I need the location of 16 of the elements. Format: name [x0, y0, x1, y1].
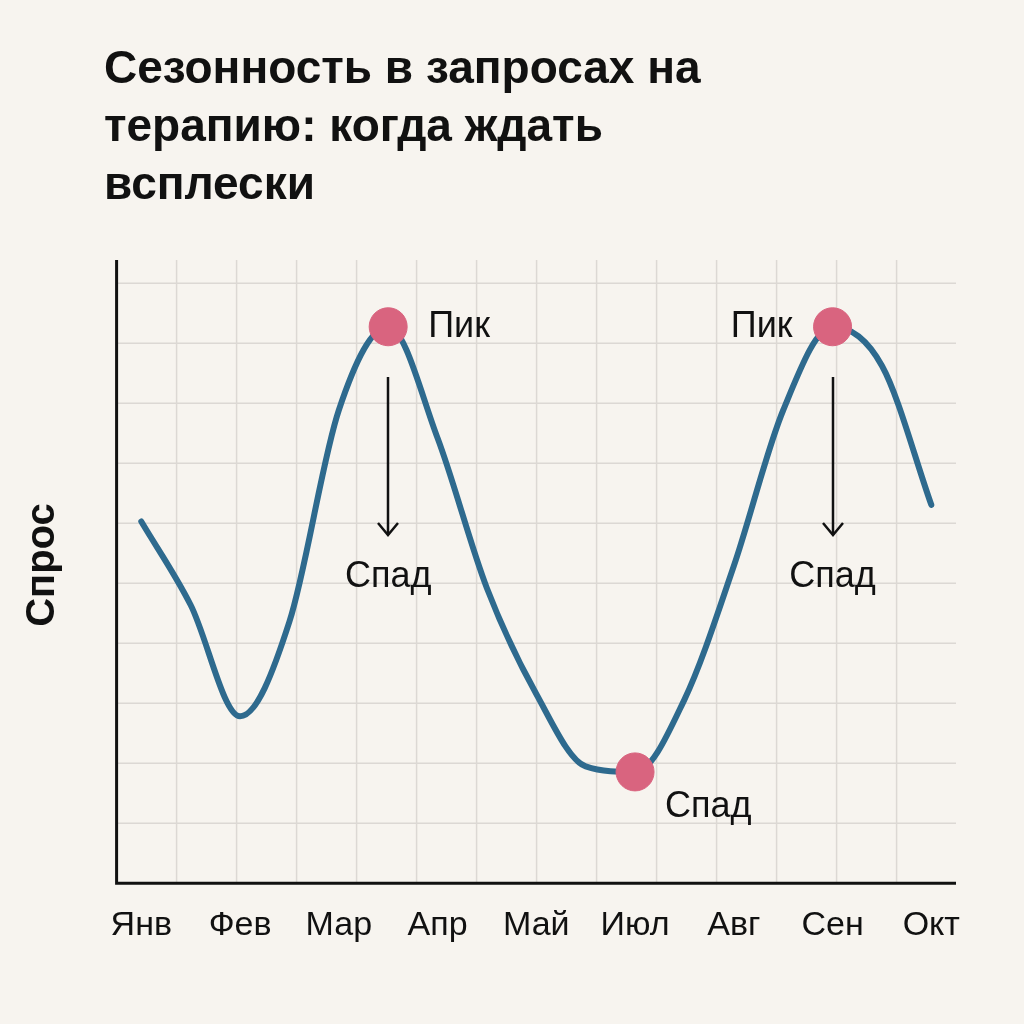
annotation: Пик — [730, 303, 793, 345]
annotation: Спад — [789, 553, 876, 595]
annotation: Спад — [665, 783, 752, 825]
x-tick-label: Май — [502, 903, 570, 942]
x-tick-label: Сен — [801, 903, 864, 942]
x-tick-label: Авг — [707, 903, 761, 942]
annotation: Пик — [428, 303, 491, 345]
x-tick-label: Янв — [110, 903, 172, 942]
x-tick-label: Апр — [407, 903, 468, 942]
x-tick-label: Фев — [208, 903, 272, 942]
chart-title: Сезонность в запросах на терапию: когда ждать всплески — [104, 40, 702, 211]
y-axis-title: Спрос — [17, 503, 63, 627]
x-tick-label: Июл — [600, 903, 670, 942]
x-tick-label: Мар — [305, 903, 373, 942]
x-tick-label: Окт — [902, 903, 960, 942]
annotation: Спад — [344, 553, 432, 595]
